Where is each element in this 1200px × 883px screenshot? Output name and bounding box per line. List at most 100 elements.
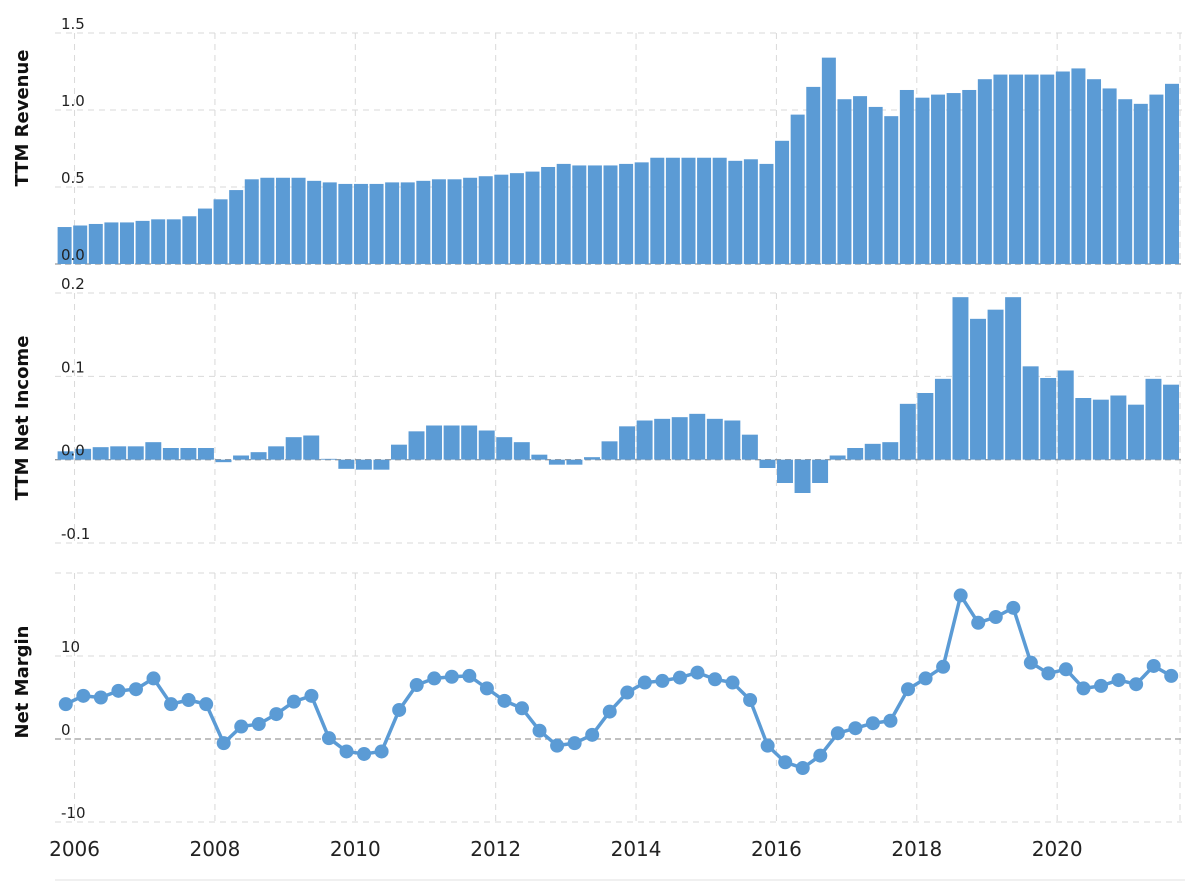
revenue-panel: TTM Revenue 0.0 0.5 1.0 1.5	[12, 15, 1182, 265]
bar	[821, 57, 836, 264]
bar	[1145, 378, 1162, 460]
bar	[636, 420, 653, 460]
bar	[260, 177, 275, 264]
bar	[229, 190, 244, 264]
data-point	[216, 736, 231, 751]
data-point	[1146, 658, 1161, 673]
bar	[806, 86, 821, 265]
data-point	[1129, 677, 1144, 692]
bar	[899, 89, 914, 264]
x-tick-label: 2014	[611, 837, 662, 861]
data-point	[708, 672, 723, 687]
bar	[1110, 395, 1127, 460]
x-tick-label: 2010	[330, 837, 381, 861]
x-tick-label: 2012	[470, 837, 521, 861]
bar	[197, 208, 212, 264]
data-point	[971, 615, 986, 630]
data-point	[567, 736, 582, 751]
bar	[104, 222, 119, 264]
x-tick-label: 2018	[891, 837, 942, 861]
bar	[587, 165, 602, 264]
data-point	[760, 738, 775, 753]
data-point	[181, 692, 196, 707]
bar	[88, 223, 103, 264]
bar	[213, 199, 228, 264]
data-point	[883, 713, 898, 728]
data-point	[585, 727, 600, 742]
bar	[884, 116, 899, 264]
bar	[566, 459, 583, 465]
data-point	[251, 717, 266, 732]
bar	[1057, 370, 1074, 460]
bar	[712, 157, 727, 264]
bar	[513, 442, 530, 460]
bar	[303, 435, 320, 460]
bar	[447, 179, 462, 264]
bar	[57, 227, 72, 264]
data-point	[234, 719, 249, 734]
bar	[494, 174, 509, 264]
data-point	[1041, 666, 1056, 681]
bar	[665, 157, 680, 264]
bar	[1102, 88, 1117, 264]
data-point	[58, 697, 73, 712]
data-point	[532, 723, 547, 738]
data-point	[146, 671, 161, 686]
data-point	[1076, 681, 1091, 696]
bar	[443, 425, 460, 460]
bar	[743, 159, 758, 264]
bar	[741, 434, 758, 460]
x-tick-label: 2006	[49, 837, 100, 861]
bar	[1022, 366, 1039, 460]
bar	[987, 309, 1004, 460]
bar	[408, 431, 425, 460]
data-point	[321, 731, 336, 746]
bar	[864, 443, 881, 460]
bar	[197, 448, 214, 460]
bar	[619, 426, 636, 460]
data-point	[479, 681, 494, 696]
bar	[127, 446, 144, 460]
x-tick-label: 2020	[1032, 837, 1083, 861]
bar	[759, 163, 774, 264]
data-point	[93, 690, 108, 705]
bar	[541, 166, 556, 264]
bar	[952, 297, 969, 460]
bar	[182, 216, 197, 264]
bar	[724, 420, 741, 460]
bar	[145, 442, 162, 460]
bar	[110, 446, 127, 460]
bar	[463, 177, 478, 264]
bar	[509, 173, 524, 264]
bar	[697, 157, 712, 264]
bar	[993, 74, 1008, 264]
bar	[759, 459, 776, 468]
bar	[970, 318, 986, 460]
bar	[847, 448, 864, 460]
bar	[416, 180, 431, 264]
bar	[934, 378, 951, 460]
bar	[57, 451, 74, 460]
bar	[671, 417, 688, 460]
data-point	[1023, 655, 1038, 670]
data-point	[672, 670, 687, 685]
data-point	[111, 683, 126, 698]
data-point	[550, 738, 565, 753]
data-point	[497, 693, 512, 708]
bar	[338, 183, 353, 264]
bar	[1127, 404, 1144, 460]
bar	[73, 225, 88, 264]
bar	[619, 163, 634, 264]
bar	[151, 219, 166, 264]
bar	[285, 437, 302, 460]
net-income-panel: TTM Net Income -0.1 0.0 0.1 0.2	[12, 275, 1182, 544]
series-line	[65, 593, 1173, 770]
data-point	[637, 675, 652, 690]
bar	[166, 219, 181, 264]
bar	[1163, 384, 1179, 460]
data-point	[1164, 668, 1179, 683]
bar	[868, 106, 883, 264]
bar	[1040, 74, 1055, 264]
bar	[1133, 103, 1148, 264]
bar	[353, 183, 368, 264]
